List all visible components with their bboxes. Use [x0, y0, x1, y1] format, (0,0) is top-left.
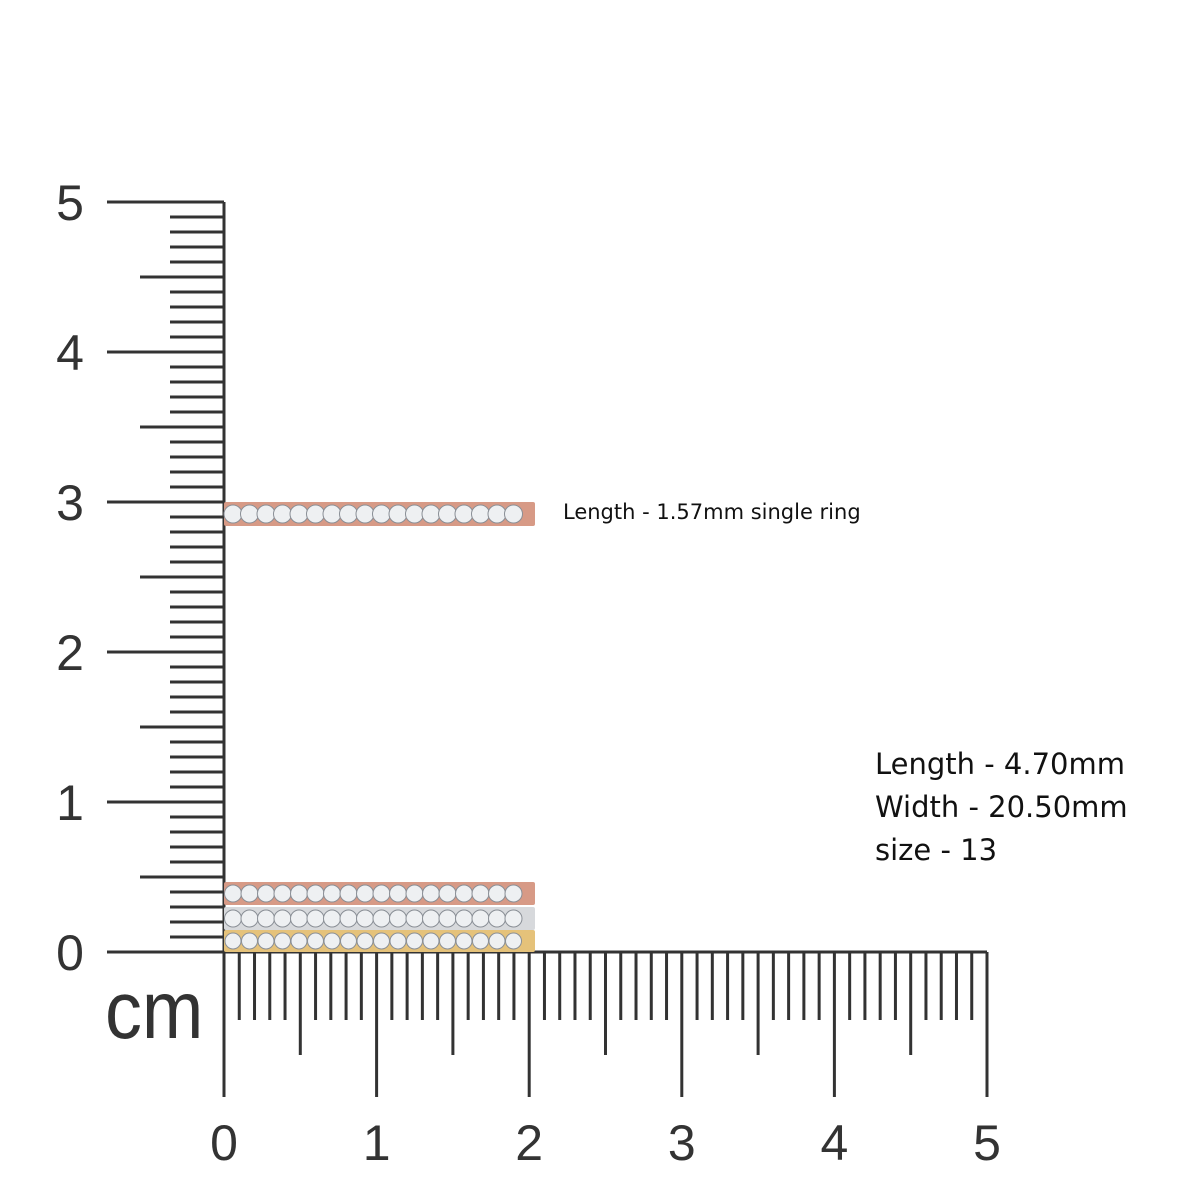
diamond	[505, 932, 522, 950]
diamond	[422, 884, 440, 903]
diamond	[257, 909, 275, 928]
diamond	[455, 909, 473, 928]
diamond	[307, 932, 324, 950]
diamond	[406, 932, 423, 950]
single-ring-note: Length - 1.57mm single ring	[563, 500, 861, 524]
ruler-ticks	[107, 200, 989, 1097]
diamond	[372, 884, 391, 903]
diamond	[421, 504, 441, 524]
vertical-label: 2	[56, 625, 84, 681]
diamond	[471, 909, 490, 928]
diamond	[356, 909, 374, 928]
diamond	[256, 504, 276, 524]
diamond	[339, 504, 358, 524]
diamond	[290, 909, 308, 928]
diamond	[290, 932, 308, 950]
diamond	[389, 884, 407, 903]
diamond	[373, 932, 390, 950]
diamond	[388, 504, 408, 524]
diamond	[223, 504, 243, 524]
ruler-labels: 0 1 2 3 4 5 0 1 2 3 4 5	[56, 175, 1001, 1171]
diamond	[224, 932, 242, 950]
diamond	[454, 504, 474, 524]
vertical-label: 5	[56, 175, 84, 231]
diamond	[339, 909, 358, 928]
diamond	[339, 884, 358, 903]
diamond	[389, 909, 407, 928]
diamond	[488, 909, 506, 928]
diamond	[471, 884, 490, 903]
diamond	[273, 504, 292, 524]
diamond	[274, 932, 291, 950]
diamond	[224, 909, 242, 928]
diamond	[323, 932, 341, 950]
diamond	[306, 884, 325, 903]
diamond	[240, 884, 259, 903]
diamond	[472, 932, 489, 950]
diamond	[439, 932, 456, 950]
diamond	[240, 909, 259, 928]
spec-line: Width - 20.50mm	[875, 790, 1128, 824]
diamond	[438, 884, 457, 903]
vertical-label: 4	[56, 325, 84, 381]
horizontal-label: 2	[515, 1115, 543, 1171]
diamond	[241, 932, 258, 950]
diamond	[290, 884, 308, 903]
diamond	[422, 932, 440, 950]
vertical-label: 3	[56, 475, 84, 531]
diamond	[322, 504, 342, 524]
diamond	[504, 884, 523, 903]
diamond	[224, 884, 242, 903]
diamond	[455, 884, 473, 903]
horizontal-label: 5	[973, 1115, 1001, 1171]
diamond	[372, 504, 391, 524]
horizontal-label: 4	[820, 1115, 848, 1171]
diamond	[422, 909, 440, 928]
diamond	[455, 932, 473, 950]
vertical-label: 1	[56, 775, 84, 831]
diamond	[438, 504, 457, 524]
diamond	[372, 909, 391, 928]
horizontal-label: 3	[668, 1115, 696, 1171]
set-specs: Length - 4.70mm Width - 20.50mm size - 13	[875, 747, 1128, 867]
diamond	[273, 909, 292, 928]
diamond	[273, 884, 292, 903]
spec-line: size - 13	[875, 833, 997, 867]
diamond	[257, 884, 275, 903]
diamond	[405, 884, 424, 903]
unit-label: cm	[105, 963, 203, 1056]
vertical-label: 0	[56, 925, 84, 981]
diamond	[356, 932, 374, 950]
diamond	[488, 932, 506, 950]
rings	[223, 502, 535, 952]
diamond	[487, 504, 507, 524]
diamond	[240, 504, 259, 524]
diamond	[257, 932, 275, 950]
diamond	[405, 504, 424, 524]
diamond	[356, 884, 374, 903]
horizontal-label: 0	[210, 1115, 238, 1171]
diamond	[438, 909, 457, 928]
diamond	[504, 909, 523, 928]
diamond	[471, 504, 490, 524]
diamond	[488, 884, 506, 903]
horizontal-label: 1	[363, 1115, 391, 1171]
diamond	[323, 909, 341, 928]
diamond	[306, 909, 325, 928]
diamond	[355, 504, 375, 524]
diamond	[389, 932, 407, 950]
diamond	[306, 504, 325, 524]
diamond	[323, 884, 341, 903]
diamond	[340, 932, 357, 950]
spec-line: Length - 4.70mm	[875, 747, 1125, 781]
diamond	[289, 504, 309, 524]
diamond	[405, 909, 424, 928]
diamond	[504, 504, 523, 524]
